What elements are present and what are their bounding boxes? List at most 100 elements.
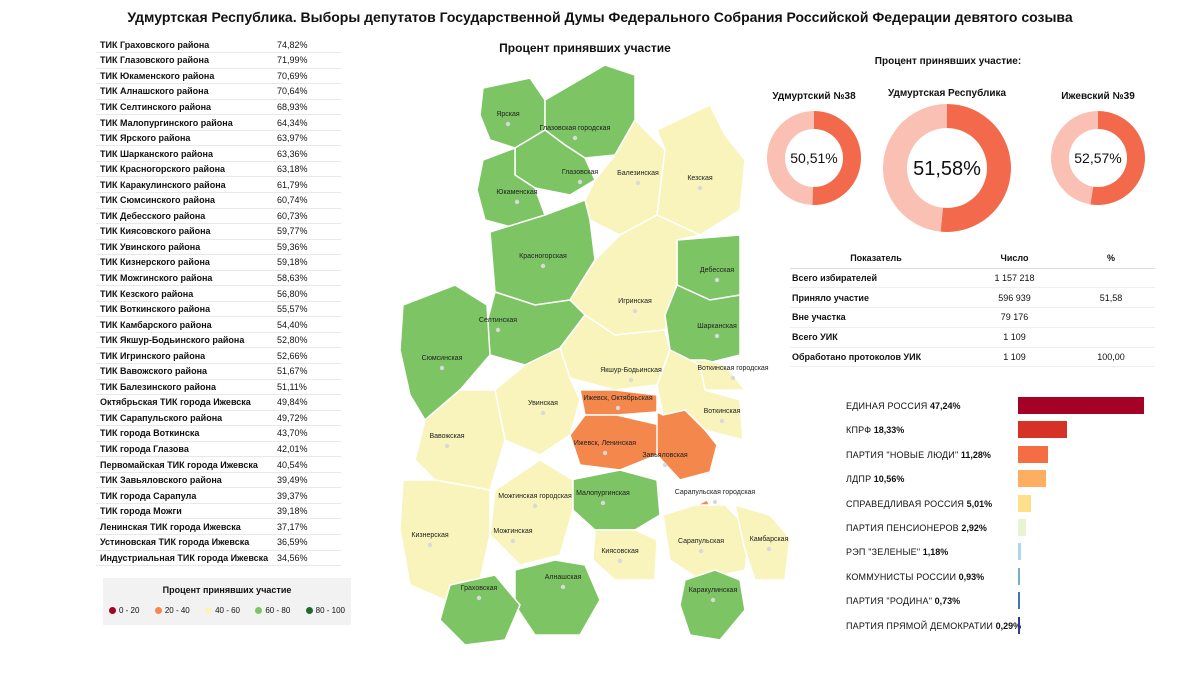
stats-row: Всего УИК 1 109 (790, 327, 1155, 348)
district-turnout: 70,69% (273, 68, 341, 85)
district-row: ТИК Красногорского района 63,18% (96, 161, 341, 178)
map-region-label: Шарканская (697, 323, 737, 330)
legend-item: 0 - 20 (109, 606, 139, 615)
party-value-label: 0,73% (934, 596, 961, 607)
district-turnout: 39,37% (273, 487, 341, 504)
district-row: ТИК Малопургинского района 64,34% (96, 114, 341, 131)
district-name: ТИК Малопургинского района (96, 114, 273, 131)
district-name: Ленинская ТИК города Ижевска (96, 518, 273, 535)
district-name: ТИК Киясовского района (96, 223, 273, 240)
district-turnout: 36,59% (273, 534, 341, 551)
party-label: ПАРТИЯ ПЕНСИОНЕРОВ 2,92% (846, 523, 987, 533)
party-bar (1018, 543, 1022, 561)
party-value-label: 47,24% (929, 401, 961, 411)
map-marker-icon (714, 333, 720, 339)
legend-swatch (109, 607, 116, 614)
party-bar (1018, 470, 1047, 488)
stats-header-indicator: Показатель (790, 248, 962, 269)
legend-label: 80 - 100 (315, 606, 345, 615)
district-row: ТИК города Сарапула 39,37% (96, 487, 341, 504)
district-row: ТИК Каракулинского района 61,79% (96, 176, 341, 193)
stats-table: Показатель Число % Всего избирателей 1 15… (790, 248, 1155, 368)
map-region (733, 503, 791, 581)
stats-number: 596 939 (962, 287, 1067, 309)
district-row: ТИК Юкаменского района 70,69% (96, 68, 341, 85)
donut-turnout-slice (812, 111, 862, 205)
party-row: КПРФ 18,33% (846, 418, 1166, 442)
party-name: ПАРТИЯ ПЕНСИОНЕРОВ (846, 522, 959, 533)
stats-percent (1067, 268, 1155, 289)
map-marker-icon (662, 462, 668, 468)
district-name: ТИК Каракулинского района (96, 176, 273, 193)
district-name: Первомайская ТИК города Ижевска (96, 456, 273, 473)
district-row: ТИК Алнашского района 70,64% (96, 83, 341, 100)
district-turnout: 60,74% (273, 192, 341, 209)
stats-row: Приняло участие 596 939 51,58 (790, 287, 1155, 309)
party-name: ПАРТИЯ ПРЯМОЙ ДЕМОКРАТИИ (846, 620, 994, 631)
district-name: Устиновская ТИК города Ижевска (96, 534, 273, 551)
stats-header-percent: % (1067, 248, 1155, 269)
district-turnout: 64,34% (273, 114, 341, 131)
stats-row: Вне участка 79 176 (790, 307, 1155, 328)
district-name: ТИК Юкаменского района (96, 68, 273, 85)
stats-percent (1067, 327, 1155, 348)
district-turnout: 60,73% (273, 208, 341, 225)
map-marker-icon (730, 375, 736, 381)
map-marker-icon (505, 121, 511, 127)
district-name: ТИК Селтинского района (96, 99, 273, 116)
map-marker-icon (532, 503, 538, 509)
district-turnout: 49,84% (273, 394, 341, 411)
stats-indicator: Всего УИК (790, 327, 962, 348)
map-region-label: Камбарская (750, 535, 789, 543)
district-turnout: 52,80% (273, 332, 341, 349)
map-region-label: Кизнерская (411, 532, 448, 539)
map-region-label: Сарапульская городская (675, 489, 756, 496)
map-region (514, 559, 601, 636)
district-turnout: 71,99% (273, 52, 341, 69)
map-region (569, 469, 661, 531)
district-name: ТИК Сарапульского района (96, 410, 273, 427)
district-turnout: 54,40% (273, 316, 341, 333)
party-value-label: 18,33% (873, 425, 905, 436)
map-region (592, 529, 658, 581)
party-name: ПАРТИЯ "НОВЫЕ ЛЮДИ" (846, 449, 959, 460)
stats-percent: 100,00 (1067, 347, 1155, 368)
party-name: КПРФ (846, 425, 872, 436)
district-turnout: 58,63% (273, 270, 341, 287)
map-marker-icon (572, 135, 578, 141)
district-turnout-table: ТИК Граховского района 74,82% ТИК Глазовск… (96, 37, 341, 567)
donut-value-label: 51,58% (913, 158, 981, 180)
stats-row: Обработано протоколов УИК 1 109 100,00 (790, 347, 1155, 368)
district-row: ТИК Киясовского района 59,77% (96, 223, 341, 240)
party-label: ПАРТИЯ "РОДИНА" 0,73% (846, 596, 960, 606)
party-name: ЛДПР (846, 474, 872, 485)
district-turnout: 56,80% (273, 285, 341, 302)
legend-title: Процент принявших участие (162, 585, 292, 595)
map-region-label: Ижевск, Ленинская (574, 440, 636, 447)
district-row: Первомайская ТИК города Ижевска 40,54% (96, 456, 341, 473)
map-region (656, 104, 746, 236)
map-marker-icon (439, 365, 445, 371)
map-region-label: Граховская (461, 585, 498, 592)
district-turnout: 37,17% (273, 518, 341, 535)
party-label: РЭП "ЗЕЛЕНЫЕ" 1,18% (846, 547, 948, 557)
stats-number: 1 157 218 (962, 268, 1067, 289)
map-region-label: Воткинская городская (697, 365, 768, 372)
district-name: ТИК Воткинского района (96, 301, 273, 318)
map-marker-icon (427, 542, 433, 548)
map-marker-icon (697, 185, 703, 191)
party-name: СПРАВЕДЛИВАЯ РОССИЯ (846, 498, 965, 509)
map-region-label: Кезская (687, 175, 713, 182)
party-name: РЭП "ЗЕЛЕНЫЕ" (846, 547, 921, 558)
map-marker-icon (712, 499, 718, 505)
map-marker-icon (540, 410, 546, 416)
district-row: ТИК Селтинского района 68,93% (96, 99, 341, 116)
district-name: Индустриальная ТИК города Ижевска (96, 550, 273, 567)
donut-chart: 50,51% (767, 111, 862, 205)
party-label: ЛДПР 10,56% (846, 474, 904, 484)
donut-label: Удмуртская Республика (887, 88, 1007, 99)
district-name: ТИК города Сарапула (96, 487, 273, 504)
district-row: ТИК Ярского района 63,97% (96, 130, 341, 147)
map-legend: Процент принявших участие 0 - 20 20 - 40 4… (103, 578, 351, 625)
map-title: Процент принявших участие (499, 41, 671, 55)
